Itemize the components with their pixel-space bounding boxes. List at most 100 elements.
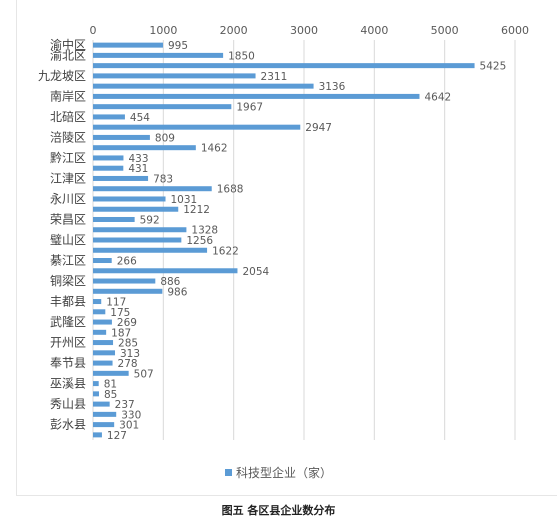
figure-caption: 图五 各区县企业数分布 [221, 504, 336, 517]
x-tick-label: 3000 [290, 24, 318, 37]
data-label: 2311 [261, 71, 288, 83]
data-label: 433 [128, 153, 148, 165]
data-label: 809 [155, 132, 175, 144]
data-label: 1462 [201, 143, 228, 155]
data-label: 301 [119, 420, 139, 432]
category-label: 璧山区 [50, 232, 86, 247]
data-label: 886 [160, 276, 180, 288]
bar [93, 360, 113, 366]
category-label: 涪陵区 [50, 129, 86, 144]
bar [93, 247, 208, 253]
data-label: 266 [117, 256, 137, 268]
bar [93, 391, 99, 397]
bar [93, 42, 163, 48]
data-label: 187 [111, 327, 131, 339]
data-label: 278 [118, 358, 138, 370]
category-label: 彭水县 [50, 418, 86, 432]
data-label: 237 [115, 399, 135, 411]
bar [93, 52, 224, 58]
category-label: 秀山县 [50, 397, 86, 411]
data-label: 330 [121, 409, 141, 421]
bar [93, 114, 125, 120]
bar [93, 422, 115, 428]
data-label: 81 [104, 379, 117, 391]
category-label: 武隆区 [50, 314, 86, 329]
bar [93, 155, 124, 161]
data-label: 454 [130, 112, 150, 124]
data-label: 2054 [242, 266, 269, 278]
bar [93, 227, 187, 233]
bar [93, 73, 256, 79]
category-label: 铜梁区 [50, 273, 86, 288]
data-label: 285 [118, 338, 138, 350]
bar [93, 299, 102, 305]
bar [93, 258, 112, 264]
data-label: 117 [106, 297, 126, 309]
data-label: 2947 [305, 122, 332, 134]
legend-label: 科技型企业（家） [235, 466, 332, 480]
data-label: 313 [120, 348, 140, 360]
x-tick-label: 1000 [149, 24, 177, 37]
bar-chart: 0 1000 2000 3000 4000 5000 6000 995 渝中区 1850 渝北区 54… [38, 24, 529, 442]
bar [93, 288, 163, 294]
x-tick-label: 0 [90, 24, 97, 37]
data-label: 127 [107, 430, 127, 442]
category-label: 渝中区 [50, 37, 86, 52]
data-label: 507 [134, 368, 154, 380]
bar [93, 216, 135, 222]
x-tick-label: 5000 [431, 24, 459, 37]
bar [93, 237, 182, 243]
category-label: 北碚区 [50, 109, 86, 124]
category-label: 荣昌区 [50, 212, 86, 226]
bar [93, 340, 114, 346]
category-label: 綦江区 [50, 254, 86, 268]
data-label: 1850 [228, 50, 255, 62]
bar [93, 381, 99, 387]
bar [93, 93, 420, 99]
data-label: 1688 [217, 184, 244, 196]
category-label: 永川区 [50, 192, 86, 206]
bar [93, 175, 149, 181]
data-label: 431 [128, 163, 148, 175]
data-label: 269 [117, 317, 137, 329]
data-label: 85 [104, 389, 117, 401]
bar [93, 401, 110, 407]
bar [93, 134, 150, 140]
bar [93, 278, 156, 284]
bar [93, 309, 106, 315]
data-label: 1031 [171, 194, 198, 206]
data-label: 783 [153, 173, 173, 185]
bar [93, 319, 112, 325]
x-tick-label: 4000 [360, 24, 388, 37]
data-label: 175 [110, 307, 130, 319]
data-label: 1967 [236, 102, 263, 114]
category-label: 渝北区 [50, 47, 86, 62]
legend-swatch [224, 469, 232, 476]
data-label: 995 [168, 40, 188, 52]
bar [93, 370, 129, 376]
data-label: 592 [140, 214, 160, 226]
bar [93, 268, 238, 274]
category-label: 巫溪县 [50, 377, 86, 391]
data-label: 1256 [186, 235, 213, 247]
category-label: 黔江区 [50, 150, 86, 165]
chart-frame [16, 0, 557, 496]
data-label: 986 [167, 286, 187, 298]
bar [93, 145, 196, 151]
category-label: 奉节县 [50, 356, 86, 370]
category-label: 开州区 [50, 336, 86, 350]
x-tick-label: 2000 [220, 24, 248, 37]
data-label: 3136 [319, 81, 346, 93]
bar [93, 432, 102, 438]
legend: 科技型企业（家） [0, 464, 557, 481]
category-label: 丰都县 [50, 295, 86, 309]
category-label: 江津区 [50, 171, 86, 185]
data-label: 5425 [480, 61, 507, 73]
data-label: 1212 [183, 204, 210, 216]
bar [93, 104, 232, 110]
bar [93, 411, 117, 417]
data-label: 1622 [212, 245, 239, 257]
category-label: 南岸区 [50, 88, 86, 103]
bar [93, 196, 166, 202]
bar [93, 329, 107, 335]
